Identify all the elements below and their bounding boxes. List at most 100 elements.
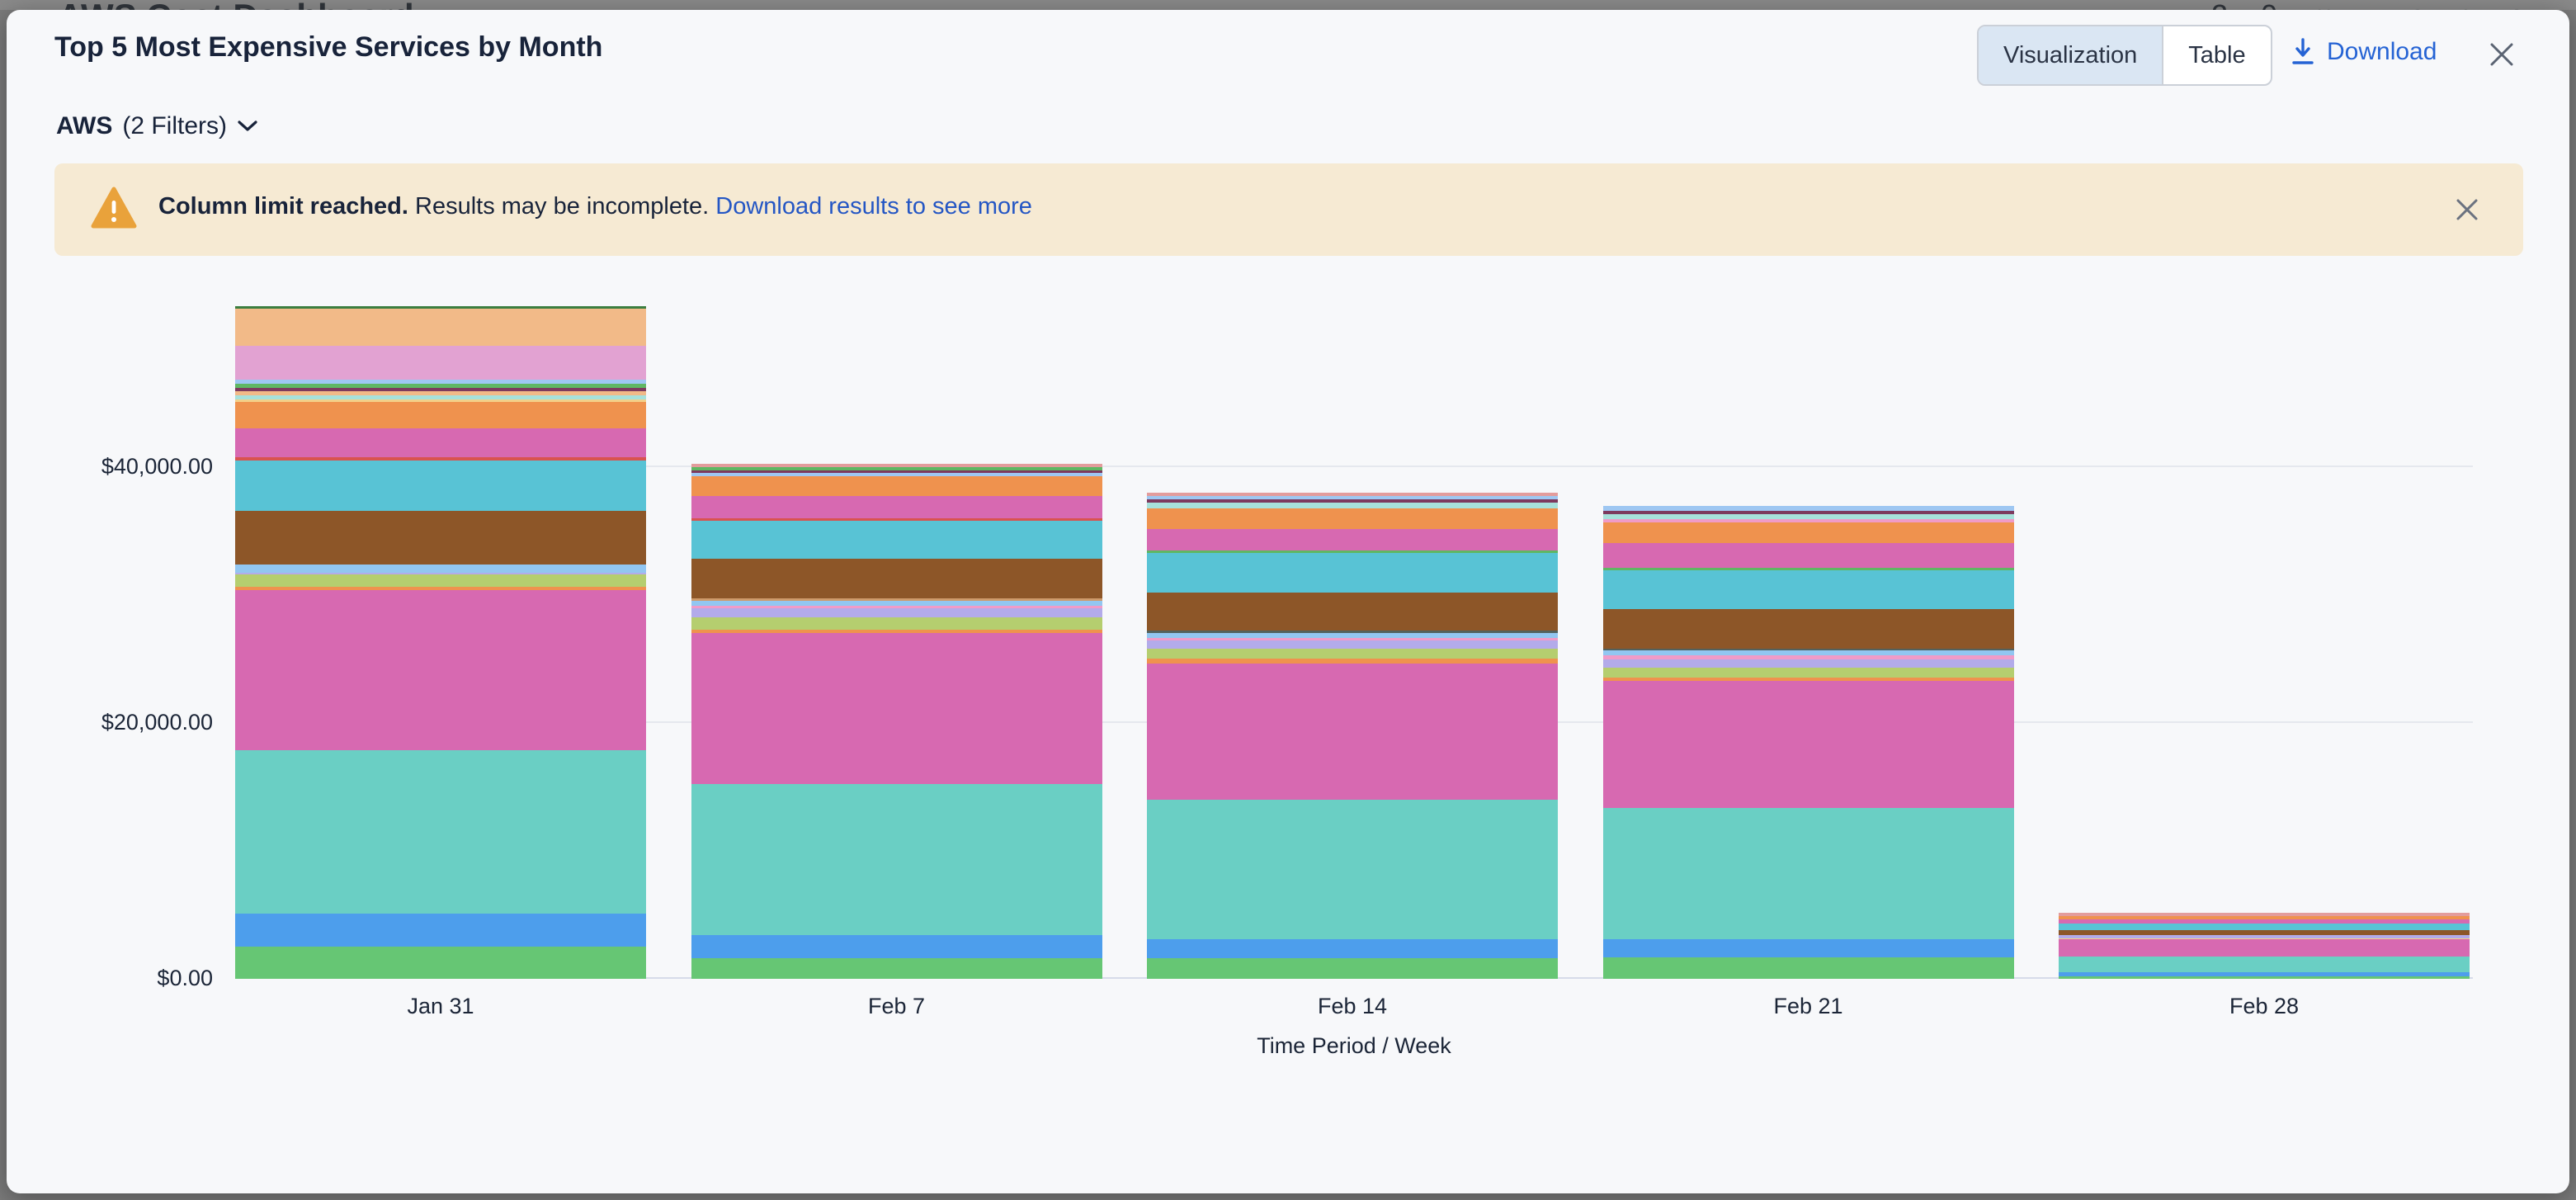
bar-feb-21[interactable] [1602,505,2014,979]
filter-dropdown[interactable]: AWS (2 Filters) [56,112,258,140]
bar-segment[interactable] [691,558,1102,598]
bar-segment[interactable] [1147,496,1558,500]
bar-segment[interactable] [1602,522,2014,543]
bar-segment[interactable] [1147,631,1558,634]
bar-segment[interactable] [1602,567,2014,570]
bar-segment[interactable] [2059,957,2470,973]
bar-segment[interactable] [1602,677,2014,681]
bar-segment[interactable] [235,913,646,947]
bar-segment[interactable] [2059,935,2470,939]
bar-segment[interactable] [1147,529,1558,551]
bar-segment[interactable] [2059,939,2470,957]
bar-segment[interactable] [1602,680,2014,809]
bar-jan-31[interactable] [235,306,646,979]
bar-segment[interactable] [235,345,646,380]
bar-segment[interactable] [2059,919,2470,924]
bar-segment[interactable] [1602,808,2014,939]
bar-segment[interactable] [1602,505,2014,511]
bar-segment[interactable] [691,466,1102,470]
bar-segment[interactable] [1147,800,1558,940]
bar-segment[interactable] [691,475,1102,496]
bar-segment[interactable] [691,607,1102,617]
bar-segment[interactable] [2059,938,2470,940]
bar-segment[interactable] [1147,493,1558,497]
bar-segment[interactable] [1147,939,1558,959]
bar-segment[interactable] [1147,640,1558,650]
bar-segment[interactable] [691,472,1102,476]
bar-segment[interactable] [235,510,646,565]
bar-segment[interactable] [235,572,646,574]
modal-close-button[interactable] [2484,36,2520,73]
bar-segment[interactable] [235,390,646,395]
bar-segment[interactable] [235,306,646,309]
bar-segment[interactable] [691,463,1102,467]
bar-segment[interactable] [1602,957,2014,979]
bar-segment[interactable] [235,383,646,388]
bar-segment[interactable] [691,600,1102,606]
bar-segment[interactable] [235,394,646,399]
bar-segment[interactable] [1147,503,1558,509]
bar-segment[interactable] [691,784,1102,936]
bar-segment[interactable] [1602,654,2014,659]
bar-segment[interactable] [235,399,646,402]
bar-segment[interactable] [691,935,1102,959]
bar-segment[interactable] [2059,976,2470,979]
bar-segment[interactable] [691,605,1102,608]
bar-segment[interactable] [1147,649,1558,659]
banner-close-button[interactable] [2451,193,2484,226]
bar-segment[interactable] [1147,958,1558,979]
bar-segment[interactable] [1602,648,2014,650]
bar-segment[interactable] [1602,667,2014,678]
bar-segment[interactable] [235,586,646,590]
bar-segment[interactable] [235,428,646,458]
bar-segment[interactable] [1147,593,1558,631]
bar-segment[interactable] [1602,608,2014,649]
bar-segment[interactable] [235,387,646,391]
bar-segment[interactable] [691,495,1102,518]
bar-segment[interactable] [235,574,646,587]
bar-feb-14[interactable] [1147,493,1558,979]
bar-segment[interactable] [2059,913,2470,917]
bar-segment[interactable] [2059,916,2470,920]
bar-segment[interactable] [2059,972,2470,976]
bar-segment[interactable] [691,517,1102,521]
bar-segment[interactable] [1147,550,1558,554]
bar-segment[interactable] [1147,638,1558,641]
bar-segment[interactable] [1147,633,1558,639]
bar-segment[interactable] [691,470,1102,473]
bar-feb-7[interactable] [691,463,1102,979]
bar-segment[interactable] [2059,924,2470,930]
bar-segment[interactable] [235,457,646,461]
tab-table[interactable]: Table [2162,26,2270,84]
bar-segment[interactable] [1147,659,1558,664]
bar-segment[interactable] [691,632,1102,785]
bar-segment[interactable] [235,589,646,750]
bar-segment[interactable] [235,749,646,914]
bar-segment[interactable] [235,461,646,511]
bar-feb-28[interactable] [2059,913,2470,979]
bar-segment[interactable] [691,617,1102,630]
download-button[interactable]: Download [2291,38,2437,66]
bar-segment[interactable] [1147,499,1558,503]
bar-segment[interactable] [1602,510,2014,514]
bar-segment[interactable] [1147,553,1558,593]
bar-segment[interactable] [235,401,646,429]
bar-segment[interactable] [1602,650,2014,655]
bar-segment[interactable] [1602,569,2014,609]
bar-segment[interactable] [235,564,646,573]
tab-visualization[interactable]: Visualization [1979,26,2163,84]
bar-segment[interactable] [235,379,646,384]
bar-segment[interactable] [1602,513,2014,519]
bar-segment[interactable] [691,958,1102,979]
bar-segment[interactable] [1602,659,2014,668]
bar-segment[interactable] [1602,542,2014,568]
bar-segment[interactable] [1602,938,2014,957]
bar-segment[interactable] [1602,518,2014,522]
bar-segment[interactable] [691,629,1102,633]
bar-segment[interactable] [1147,664,1558,801]
bar-segment[interactable] [691,520,1102,559]
bar-segment[interactable] [235,947,646,979]
banner-download-link[interactable]: Download results to see more [715,193,1032,220]
bar-segment[interactable] [1147,508,1558,530]
bar-segment[interactable] [691,598,1102,601]
